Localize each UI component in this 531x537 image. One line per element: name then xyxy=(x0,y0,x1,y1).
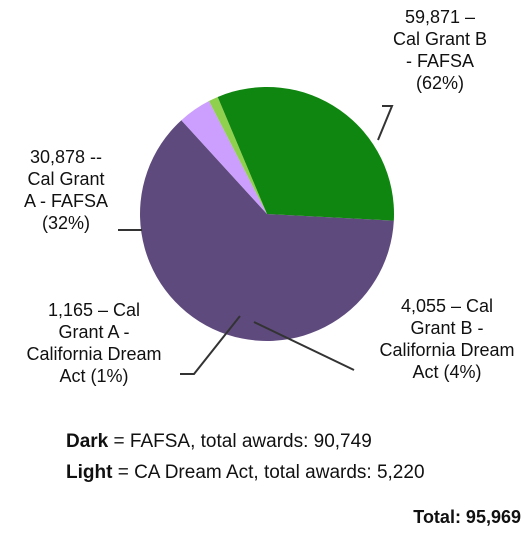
label-line: Grant A - xyxy=(58,322,130,342)
label-line: California Dream xyxy=(379,340,515,360)
label-line: (32%) xyxy=(41,213,90,233)
legend-light: Light = CA Dream Act, total awards: 5,22… xyxy=(66,461,425,485)
slice-cal-grant-b-fafsa xyxy=(140,120,394,341)
label-line: 59,871 – xyxy=(404,7,476,27)
label-line: 1,165 – Cal xyxy=(47,300,141,320)
leader-line-b-dream xyxy=(253,321,355,371)
slice-label-cal-grant-b-fafsa: 59,871 – Cal Grant B - FAFSA (62%) xyxy=(360,6,520,94)
slice-label-cal-grant-a-fafsa: 30,878 -- Cal Grant A - FAFSA (32%) xyxy=(6,146,126,234)
label-line: Act (1%) xyxy=(59,366,129,386)
legend-light-text: = CA Dream Act, total awards: 5,220 xyxy=(112,462,425,483)
legend-dark-text: = FAFSA, total awards: 90,749 xyxy=(108,431,372,452)
slice-cal-grant-a-fafsa xyxy=(217,86,395,221)
leader-lines xyxy=(118,105,394,375)
label-line: Grant B - xyxy=(410,318,484,338)
slice-cal-grant-a-dream-act xyxy=(208,96,267,214)
legend-dark-key: Dark xyxy=(66,431,109,452)
label-line: 30,878 -- xyxy=(29,147,103,167)
legend-dark: Dark = FAFSA, total awards: 90,749 xyxy=(66,430,372,454)
label-line: A - FAFSA xyxy=(23,191,109,211)
label-line: 4,055 – Cal xyxy=(400,296,494,316)
label-line: Act (4%) xyxy=(412,362,482,382)
slice-label-cal-grant-b-dream-act: 4,055 – Cal Grant B - California Dream A… xyxy=(364,295,530,383)
label-line: Cal Grant B xyxy=(392,29,488,49)
label-line: California Dream xyxy=(26,344,162,364)
label-line: Cal Grant xyxy=(27,169,105,189)
leader-line-b-fafsa xyxy=(377,105,394,141)
pie-slices xyxy=(140,86,395,341)
slice-cal-grant-b-dream-act xyxy=(181,101,267,214)
legend-light-key: Light xyxy=(66,462,113,483)
label-line: - FAFSA xyxy=(405,51,474,71)
leader-line-a-dream xyxy=(180,315,241,375)
slice-label-cal-grant-a-dream-act: 1,165 – Cal Grant A - California Dream A… xyxy=(4,299,184,387)
total-label: Total: 95,969 xyxy=(413,507,521,527)
label-line: (62%) xyxy=(415,73,464,93)
